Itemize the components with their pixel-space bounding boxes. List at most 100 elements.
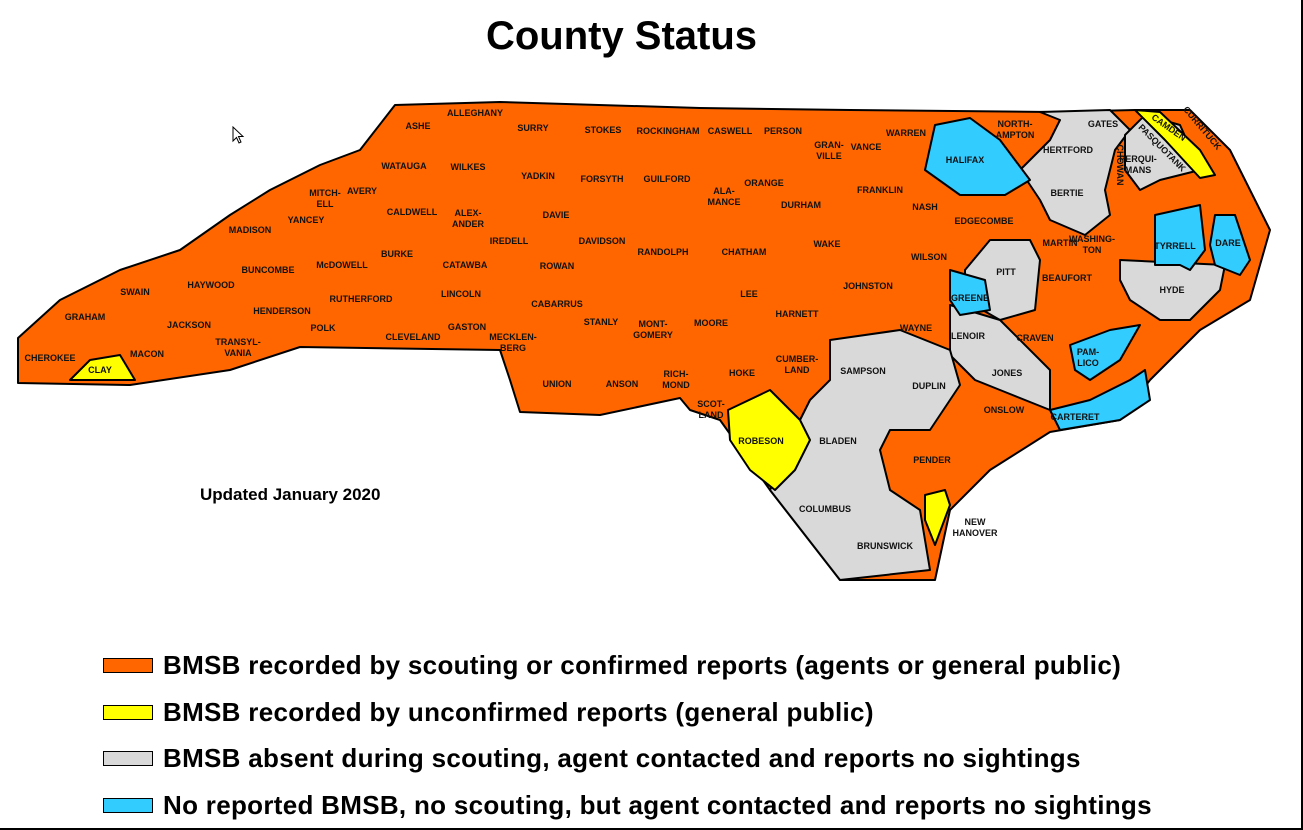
county-label: COLUMBUS xyxy=(799,504,851,514)
county-label: CABARRUS xyxy=(531,299,583,309)
county-label: ROBESON xyxy=(738,436,784,446)
county-label: CASWELL xyxy=(708,126,753,136)
county-label: BURKE xyxy=(381,249,413,259)
legend-label: BMSB absent during scouting, agent conta… xyxy=(163,743,1081,773)
legend-swatch xyxy=(103,751,153,766)
legend-item-confirmed: BMSB recorded by scouting or confirmed r… xyxy=(103,650,1121,681)
county-greene xyxy=(949,269,991,316)
county-label: SAMPSON xyxy=(840,366,886,376)
county-label: VANCE xyxy=(851,142,882,152)
county-label: LEE xyxy=(740,289,758,299)
county-label: FRANKLIN xyxy=(857,185,903,195)
county-label: MECKLEN-BERG xyxy=(489,332,537,353)
legend-item-no-report: No reported BMSB, no scouting, but agent… xyxy=(103,790,1152,821)
county-tyrrell xyxy=(1154,204,1206,271)
county-label: CARTERET xyxy=(1051,412,1101,422)
county-label: MONT-GOMERY xyxy=(633,319,673,340)
county-label: ALEX-ANDER xyxy=(452,208,485,229)
county-carteret xyxy=(1049,369,1151,431)
county-label: NORTH-AMPTON xyxy=(996,119,1035,140)
county-label: GRAHAM xyxy=(65,312,106,322)
county-clay xyxy=(69,354,136,381)
county-pamlico xyxy=(1069,324,1141,381)
county-label: IREDELL xyxy=(490,236,529,246)
county-label: MADISON xyxy=(229,225,272,235)
county-label: GUILFORD xyxy=(644,174,691,184)
county-label: HALIFAX xyxy=(946,155,985,165)
county-label: HAYWOOD xyxy=(187,280,235,290)
legend-swatch xyxy=(103,705,153,720)
county-camden xyxy=(1134,109,1216,179)
map-title: County Status xyxy=(485,14,758,58)
county-label: MARTIN xyxy=(1043,238,1078,248)
county-label: WATAUGA xyxy=(381,161,427,171)
county-label: McDOWELL xyxy=(316,260,368,270)
county-label: ALLEGHANY xyxy=(447,108,503,118)
county-label: CLEVELAND xyxy=(385,332,441,342)
county-label: HOKE xyxy=(729,368,755,378)
county-label: BEAUFORT xyxy=(1042,273,1092,283)
county-label: ALA-MANCE xyxy=(708,186,741,207)
county-label: DARE xyxy=(1215,238,1241,248)
county-label: STANLY xyxy=(584,317,619,327)
legend-item-unconfirmed: BMSB recorded by unconfirmed reports (ge… xyxy=(103,697,874,728)
county-label: JOHNSTON xyxy=(843,281,893,291)
county-label: PERSON xyxy=(764,126,802,136)
county-label: ROWAN xyxy=(540,261,575,271)
county-label: DAVIDSON xyxy=(579,236,626,246)
legend-label: BMSB recorded by unconfirmed reports (ge… xyxy=(163,697,874,727)
county-label: WASHING-TON xyxy=(1069,234,1115,255)
county-label: CATAWBA xyxy=(443,260,488,270)
county-label: LENOIR xyxy=(951,331,986,341)
county-label: WAKE xyxy=(814,239,841,249)
county-label: JONES xyxy=(992,368,1023,378)
county-label: JACKSON xyxy=(167,320,211,330)
county-robeson xyxy=(727,389,811,491)
county-label: UNION xyxy=(543,379,572,389)
county-label: MOORE xyxy=(694,318,728,328)
region-lenoir-jones xyxy=(949,304,1051,411)
county-label: TYRRELL xyxy=(1154,241,1196,251)
county-label: HYDE xyxy=(1159,285,1184,295)
county-label: CRAVEN xyxy=(1016,333,1053,343)
county-label: HENDERSON xyxy=(253,306,311,316)
county-label: WAYNE xyxy=(900,323,932,333)
county-label: WILSON xyxy=(911,252,947,262)
nc-county-map: ASHE ALLEGHANY SURRY STOKES ROCKINGHAM CASWEL… xyxy=(17,101,1271,581)
county-label: SURRY xyxy=(517,123,548,133)
county-label: YADKIN xyxy=(521,171,555,181)
county-label: RICH-MOND xyxy=(662,369,690,390)
county-label: NEW HANOVER xyxy=(952,517,998,538)
county-label: CHOWAN xyxy=(1115,145,1125,186)
county-label: ONSLOW xyxy=(984,405,1025,415)
county-label: ROCKINGHAM xyxy=(637,126,700,136)
county-label: PERQUI-MANS xyxy=(1119,154,1157,175)
county-label: GREENE xyxy=(951,293,989,303)
legend-label: No reported BMSB, no scouting, but agent… xyxy=(163,790,1152,820)
updated-note: Updated January 2020 xyxy=(200,485,381,504)
county-label: HERTFORD xyxy=(1043,145,1093,155)
county-label: WILKES xyxy=(451,162,486,172)
county-label: RUTHERFORD xyxy=(330,294,393,304)
county-label: FORSYTH xyxy=(580,174,623,184)
county-label: BERTIE xyxy=(1050,188,1083,198)
county-label: YANCEY xyxy=(288,215,325,225)
county-label: PITT xyxy=(996,267,1016,277)
county-label: MACON xyxy=(130,349,164,359)
county-label: AVERY xyxy=(347,186,377,196)
county-label: POLK xyxy=(310,323,336,333)
county-halifax xyxy=(924,117,1031,196)
county-label: ANSON xyxy=(606,379,639,389)
county-dare xyxy=(1209,214,1251,276)
county-label: GATES xyxy=(1088,119,1118,129)
county-label: BRUNSWICK xyxy=(857,541,913,551)
county-label: STOKES xyxy=(585,125,622,135)
county-label: GASTON xyxy=(448,322,486,332)
legend-label: BMSB recorded by scouting or confirmed r… xyxy=(163,650,1122,680)
county-new-hanover xyxy=(924,489,951,546)
county-label: ASHE xyxy=(405,121,430,131)
county-label: EDGECOMBE xyxy=(954,216,1013,226)
county-label: GRAN-VILLE xyxy=(814,140,844,161)
county-label: HARNETT xyxy=(776,309,819,319)
